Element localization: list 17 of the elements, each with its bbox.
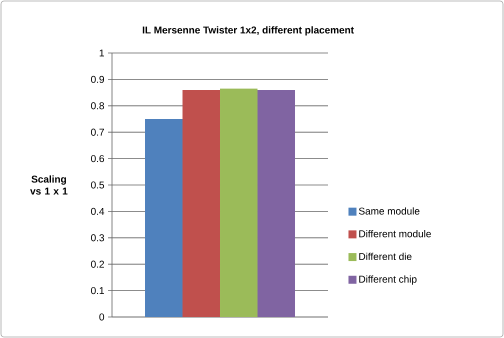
y-tick-label: 0.9 xyxy=(91,76,104,83)
y-tick-label: 1 xyxy=(100,50,104,56)
y-tick-label: 0.8 xyxy=(91,102,104,110)
y-axis-title: Scaling vs 1 x 1 xyxy=(30,175,68,195)
legend-label: Different die xyxy=(359,252,412,260)
legend-label: Different module xyxy=(359,230,431,238)
legend-label: Different chip xyxy=(359,275,417,285)
y-tick-label: 0.3 xyxy=(91,234,104,242)
y-tick-label: 0 xyxy=(99,313,104,321)
chart-title: IL Mersenne Twister 1x2, different placement xyxy=(142,26,354,36)
y-tick-label: 0.4 xyxy=(91,208,104,215)
y-tick-label: 0.2 xyxy=(91,260,104,268)
y-tick-label: 0.7 xyxy=(91,128,104,136)
y-tick-label: 0.6 xyxy=(91,155,104,162)
y-tick-label: 0.5 xyxy=(91,181,104,189)
y-tick-label: 0.1 xyxy=(91,287,104,294)
legend-label: Same module xyxy=(358,207,420,215)
